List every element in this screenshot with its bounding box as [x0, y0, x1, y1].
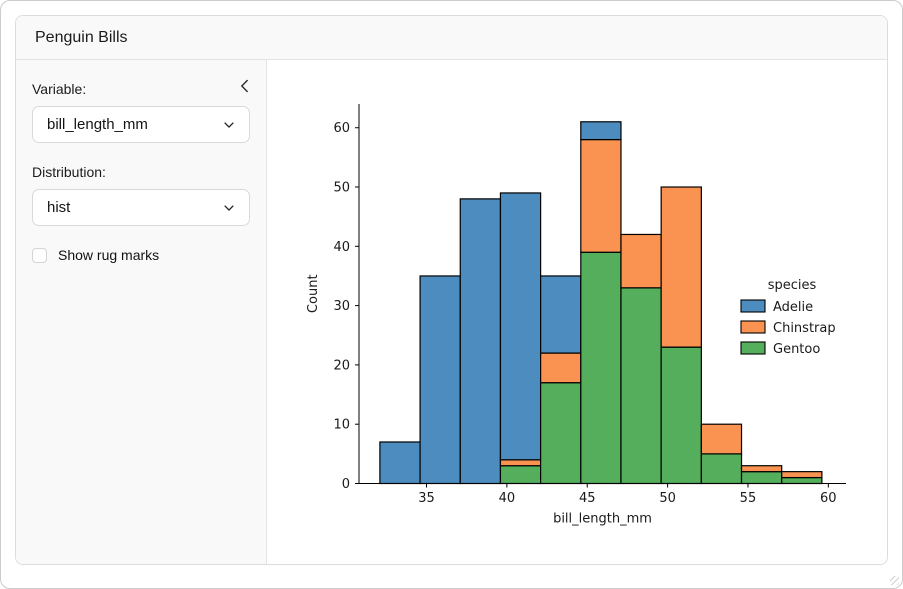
legend-label-adelie: Adelie	[773, 300, 813, 315]
bar-segment-gentoo	[781, 476, 823, 485]
svg-text:0: 0	[342, 477, 350, 492]
svg-text:60: 60	[333, 121, 350, 136]
card-title: Penguin Bills	[35, 29, 128, 46]
svg-text:20: 20	[333, 358, 350, 373]
rug-checkbox-label: Show rug marks	[58, 247, 160, 263]
legend-title: species	[768, 278, 817, 293]
sidebar: Variable: bill_length_mm Distribution: h…	[16, 60, 267, 564]
card-header: Penguin Bills	[16, 16, 887, 60]
bar-segment-adelie	[379, 441, 421, 485]
bar-segment-gentoo	[740, 471, 783, 485]
window-resize-handle[interactable]	[890, 576, 899, 585]
legend: species Adelie Chinstrap Gentoo	[740, 278, 836, 357]
bar-segment-chinstrap	[580, 138, 622, 253]
bar-segment-adelie	[580, 121, 622, 141]
svg-text:50: 50	[659, 491, 676, 506]
chevron-down-icon	[222, 118, 236, 132]
histogram-svg: 35 40 45 50 55 60 0 10 20 30 40 50 60 bill_length_mm C…	[281, 70, 881, 540]
bar-segment-chinstrap	[540, 352, 582, 384]
variable-select[interactable]: bill_length_mm	[32, 106, 250, 143]
chevron-left-icon	[237, 79, 252, 97]
legend-swatch-gentoo	[740, 341, 766, 355]
rug-checkbox[interactable]	[32, 247, 47, 263]
rug-checkbox-row: Show rug marks	[32, 247, 250, 263]
y-axis-label: Count	[306, 274, 321, 313]
bar-segment-gentoo	[620, 287, 662, 485]
legend-label-gentoo: Gentoo	[773, 342, 820, 357]
bar-segment-gentoo	[700, 453, 743, 485]
bar-segment-chinstrap	[499, 459, 542, 467]
distribution-select-value: hist	[47, 199, 71, 216]
variable-select-value: bill_length_mm	[47, 116, 148, 133]
bar-segment-gentoo	[499, 465, 542, 485]
svg-text:35: 35	[418, 491, 435, 506]
bar-segment-chinstrap	[781, 471, 823, 479]
axes	[358, 104, 846, 484]
svg-text:60: 60	[820, 491, 837, 506]
histogram-plot: 35 40 45 50 55 60 0 10 20 30 40 50 60 bill_length_mm C…	[281, 70, 887, 540]
bar-segment-chinstrap	[620, 233, 662, 289]
bar-segment-chinstrap	[740, 465, 783, 473]
bar-segment-adelie	[499, 192, 542, 461]
svg-text:30: 30	[333, 299, 350, 314]
distribution-select[interactable]: hist	[32, 189, 250, 226]
legend-label-chinstrap: Chinstrap	[773, 321, 836, 336]
chevron-down-icon	[222, 201, 236, 215]
svg-text:40: 40	[333, 240, 350, 255]
svg-text:40: 40	[499, 491, 516, 506]
bars	[379, 121, 823, 485]
bar-segment-adelie	[419, 275, 461, 485]
y-axis-ticks: 0 10 20 30 40 50 60	[333, 121, 359, 492]
bar-segment-gentoo	[660, 346, 702, 485]
legend-swatch-chinstrap	[740, 320, 766, 334]
svg-text:55: 55	[740, 491, 757, 506]
bar-segment-adelie	[459, 198, 502, 485]
legend-swatch-adelie	[740, 299, 766, 313]
x-axis-ticks: 35 40 45 50 55 60	[418, 483, 837, 506]
bar-segment-adelie	[540, 275, 582, 354]
bar-segment-chinstrap	[700, 423, 743, 455]
distribution-label: Distribution:	[32, 164, 106, 180]
card-body: Variable: bill_length_mm Distribution: h…	[16, 60, 887, 564]
bar-segment-gentoo	[540, 382, 582, 485]
x-axis-label: bill_length_mm	[553, 512, 652, 527]
bar-segment-chinstrap	[660, 186, 702, 348]
svg-text:10: 10	[333, 418, 350, 433]
bar-segment-gentoo	[580, 251, 622, 485]
svg-text:50: 50	[333, 181, 350, 196]
variable-label: Variable:	[32, 81, 87, 97]
plot-panel: 35 40 45 50 55 60 0 10 20 30 40 50 60 bill_length_mm C…	[267, 60, 887, 564]
penguin-bills-card: Penguin Bills Variable: bill_length_mm	[15, 15, 888, 565]
svg-text:45: 45	[579, 491, 596, 506]
sidebar-collapse-button[interactable]	[233, 74, 256, 98]
